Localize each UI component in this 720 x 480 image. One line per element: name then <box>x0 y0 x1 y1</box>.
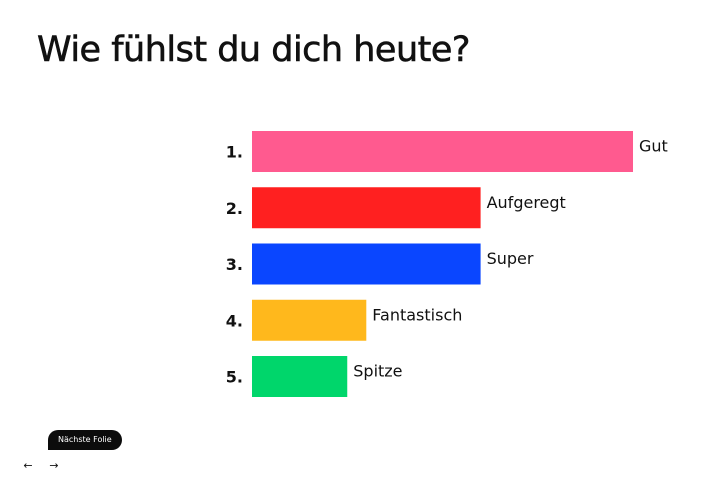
rank-label: 2. <box>226 199 243 218</box>
arrow-left-icon[interactable]: ← <box>23 459 33 472</box>
arrow-right-icon[interactable]: → <box>49 459 59 472</box>
rank-label: 3. <box>226 255 243 274</box>
rank-label: 5. <box>226 368 243 387</box>
bar-super <box>252 243 481 285</box>
category-label: Aufgeregt <box>487 193 566 212</box>
bar-gut <box>252 131 633 172</box>
category-label: Spitze <box>353 362 402 381</box>
slide-title: Wie fühlst du dich heute? <box>37 30 471 71</box>
bar-fantastisch <box>252 299 367 341</box>
rank-label: 4. <box>226 311 243 330</box>
bar-spitze <box>252 356 348 397</box>
bar-aufgeregt <box>252 187 481 229</box>
next-slide-tooltip: Nächste Folie <box>48 430 122 450</box>
rank-label: 1. <box>226 143 243 162</box>
category-label: Gut <box>639 137 668 156</box>
category-label: Fantastisch <box>372 305 462 324</box>
category-label: Super <box>487 249 534 268</box>
